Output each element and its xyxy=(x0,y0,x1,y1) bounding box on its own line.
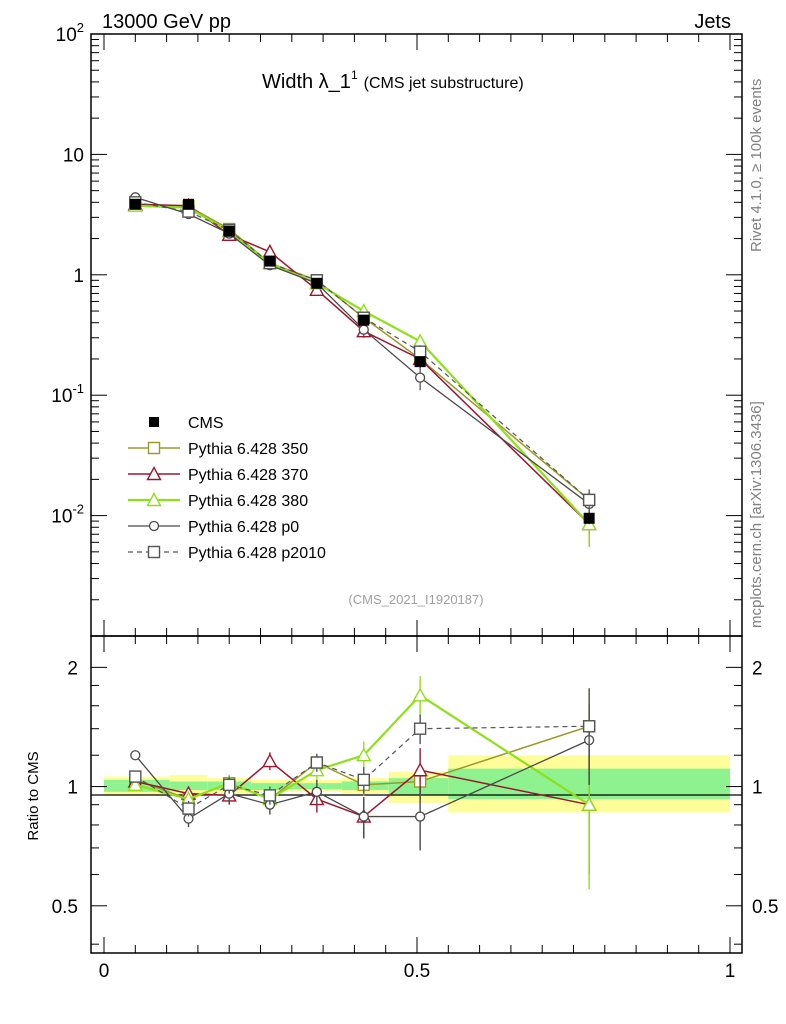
ratio-p2010-point xyxy=(582,720,596,733)
ratio-y-tick-label-right: 0.5 xyxy=(752,897,778,918)
ratio-p380-point xyxy=(127,776,143,792)
ratio-p2010-point xyxy=(413,722,427,735)
analysis-id-label: (CMS_2021_I1920187) xyxy=(348,592,483,607)
ratio-p2010-point xyxy=(222,778,236,792)
ratio-p2010-point xyxy=(129,770,142,783)
header-energy-label: 13000 GeV pp xyxy=(102,11,231,33)
main-y-tick-label: 102 xyxy=(56,20,84,46)
legend-p350-marker xyxy=(147,441,161,455)
ratio-p370-line xyxy=(135,760,590,818)
ratio-p0-point xyxy=(130,750,141,761)
chart-title: Width λ_11 (CMS jet substructure) xyxy=(262,68,524,93)
ratio-p0-point xyxy=(311,786,322,797)
legend-data-marker xyxy=(149,417,159,427)
main-p2010-point xyxy=(582,493,596,507)
legend-p370-label: Pythia 6.428 370 xyxy=(188,467,308,484)
ratio-y-tick-label-left: 1 xyxy=(67,778,78,799)
ratio-p370-point xyxy=(262,753,278,768)
main-y-tick-label: 10 xyxy=(63,145,84,166)
main-p0-point xyxy=(414,372,426,383)
chart-title-superscript: 1 xyxy=(351,68,358,82)
main-panel: 10-2 10-1 1 10 102 xyxy=(51,20,743,637)
ratio-p2010-point xyxy=(263,789,277,802)
main-y-tick-label: 1 xyxy=(73,266,84,287)
main-data-point xyxy=(264,255,276,267)
chart-title-note: (CMS jet substructure) xyxy=(364,75,524,92)
ratio-p2010-point xyxy=(310,756,324,769)
main-data-point xyxy=(583,512,595,524)
legend-p0-label: Pythia 6.428 p0 xyxy=(188,519,299,536)
chart-title-main: Width λ_1 xyxy=(262,71,351,93)
ratio-band-inner xyxy=(288,783,342,790)
ratio-p380-point xyxy=(412,687,428,702)
ratio-y-tick-label-right: 1 xyxy=(752,778,763,799)
ratio-p2010-point xyxy=(182,802,195,815)
main-series-layer xyxy=(127,192,597,547)
ratio-y-axis-label: Ratio to CMS xyxy=(25,751,42,840)
main-data-point xyxy=(223,225,235,237)
main-data-point xyxy=(414,356,426,368)
main-y-tick-label: 10-2 xyxy=(51,502,84,528)
main-y-tick-label: 10-1 xyxy=(51,381,84,407)
main-data-point xyxy=(311,277,323,289)
ratio-y-tick-label-left: 2 xyxy=(67,658,78,679)
mcplots-label: mcplots.cern.ch [arXiv:1306.3436] xyxy=(748,401,765,628)
legend-p2010-marker xyxy=(147,545,161,559)
ratio-p380-line xyxy=(135,693,590,806)
main-p0-point xyxy=(358,324,369,335)
ratio-frame xyxy=(90,635,743,954)
main-p0-line xyxy=(135,196,590,505)
ratio-p380-point xyxy=(356,747,372,762)
main-p2010-line xyxy=(135,201,590,501)
ratio-x-tick-label: 1 xyxy=(725,961,736,982)
legend: CMS Pythia 6.428 350 Pythia 6.428 370 Pythi… xyxy=(128,415,326,562)
legend-data-label: CMS xyxy=(188,415,224,432)
header-jets-label: Jets xyxy=(694,11,731,33)
ratio-p0-point xyxy=(358,811,369,822)
main-p2010-point xyxy=(413,345,427,358)
ratio-ticks-layer: 0.5 0.5 1 1 2 2 0 0.5 1 xyxy=(52,636,778,982)
main-data-point xyxy=(129,198,141,210)
legend-p370-marker xyxy=(146,466,162,481)
ratio-x-tick-label: 0.5 xyxy=(404,961,430,982)
ratio-panel: 0.5 0.5 1 1 2 2 0 0.5 1 xyxy=(52,635,778,982)
ratio-y-tick-label-right: 2 xyxy=(752,658,763,679)
legend-p2010-label: Pythia 6.428 p2010 xyxy=(188,545,326,562)
ratio-series-layer xyxy=(127,676,597,890)
legend-p350-label: Pythia 6.428 350 xyxy=(188,441,308,458)
ratio-x-tick-label: 0 xyxy=(99,961,110,982)
ratio-y-tick-label-left: 0.5 xyxy=(52,897,78,918)
ratio-p0-line xyxy=(134,739,590,820)
main-data-point xyxy=(358,314,370,326)
rivet-version-label: Rivet 4.1.0, ≥ 100k events xyxy=(748,79,765,252)
legend-p380-label: Pythia 6.428 380 xyxy=(188,493,308,510)
legend-p380-marker xyxy=(146,492,162,507)
main-data-point xyxy=(183,198,195,210)
ratio-p0-point xyxy=(414,811,426,822)
ratio-p2010-point xyxy=(357,773,370,787)
main-p380-point xyxy=(412,333,428,348)
ratio-p380-point xyxy=(581,796,597,811)
legend-p0-marker xyxy=(148,520,160,532)
main-p380-line xyxy=(135,204,590,525)
ratio-p370-point xyxy=(412,762,428,777)
